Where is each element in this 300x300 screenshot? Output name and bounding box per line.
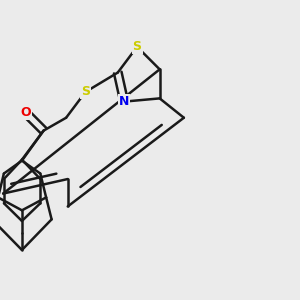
Text: S: S [133, 40, 142, 53]
Text: N: N [119, 95, 129, 108]
Text: S: S [81, 85, 90, 98]
Text: O: O [20, 106, 31, 119]
